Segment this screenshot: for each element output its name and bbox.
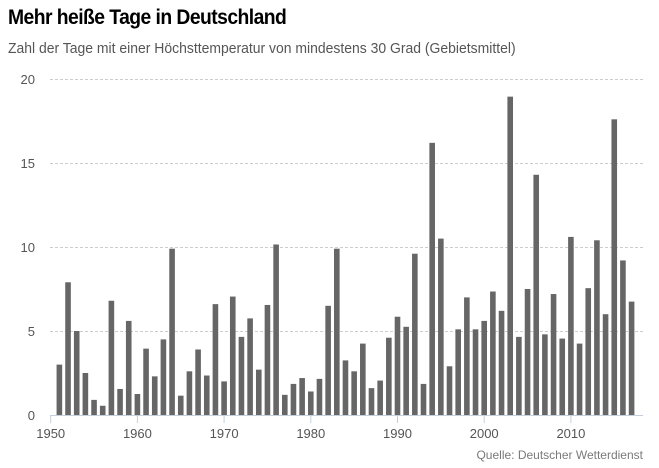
y-tick-label: 20 <box>21 72 35 87</box>
bar-2016 <box>620 260 626 415</box>
bars <box>56 96 635 415</box>
bar-1979 <box>299 378 305 415</box>
x-tick-label: 1980 <box>296 426 325 441</box>
x-tick-label: 1950 <box>36 426 65 441</box>
x-tick-label: 1970 <box>210 426 239 441</box>
bar-1977 <box>281 394 288 415</box>
bar-1958 <box>117 388 123 415</box>
bar-2001 <box>490 291 496 415</box>
bar-1951 <box>56 364 63 415</box>
bar-1976 <box>273 244 279 415</box>
bar-2002 <box>498 310 505 415</box>
bar-1966 <box>186 371 193 415</box>
bar-1986 <box>360 343 366 415</box>
bar-1989 <box>386 337 392 415</box>
bar-1991 <box>403 326 409 415</box>
bar-1984 <box>342 360 349 415</box>
bar-2003 <box>507 96 514 415</box>
chart-title: Mehr heiße Tage in Deutschland <box>8 6 287 29</box>
bar-1956 <box>99 405 106 415</box>
bar-1988 <box>377 380 383 415</box>
bar-1972 <box>238 336 245 415</box>
bar-1982 <box>325 305 331 415</box>
bar-1992 <box>412 253 418 415</box>
bar-1965 <box>177 395 184 415</box>
bar-1957 <box>108 300 115 415</box>
bar-2006 <box>533 174 540 415</box>
bar-1953 <box>73 331 80 415</box>
bar-1961 <box>143 348 149 415</box>
bar-1967 <box>195 349 201 415</box>
bar-1959 <box>125 320 132 415</box>
bar-1987 <box>368 388 375 415</box>
gridlines <box>50 79 643 332</box>
bar-1955 <box>91 399 97 415</box>
bar-1995 <box>438 238 444 415</box>
bar-1952 <box>65 282 71 415</box>
bar-1962 <box>151 376 158 415</box>
bar-1985 <box>351 371 357 415</box>
bar-1998 <box>464 297 470 415</box>
bar-1974 <box>255 369 262 415</box>
y-axis: 0 5 10 15 20 <box>21 72 35 423</box>
bar-1973 <box>247 318 253 415</box>
bar-1983 <box>334 248 340 415</box>
x-tick-label: 2010 <box>556 426 585 441</box>
bar-1975 <box>264 304 271 415</box>
x-tick-label: 1960 <box>123 426 152 441</box>
bar-1981 <box>316 378 323 415</box>
y-tick-label: 0 <box>28 408 35 423</box>
bar-1963 <box>160 339 167 415</box>
bar-1969 <box>212 304 219 415</box>
bar-2015 <box>611 119 618 415</box>
chart-subtitle: Zahl der Tage mit einer Höchsttemperatur… <box>8 40 516 57</box>
bar-2014 <box>602 314 609 415</box>
bar-1954 <box>82 373 89 415</box>
bar-2004 <box>516 336 522 415</box>
bar-2013 <box>594 240 600 415</box>
y-tick-label: 10 <box>21 240 35 255</box>
x-tick-label: 1990 <box>383 426 412 441</box>
bar-1970 <box>221 381 227 415</box>
bar-1964 <box>169 248 175 415</box>
bar-1971 <box>229 296 236 415</box>
bar-2010 <box>568 236 574 415</box>
bar-1994 <box>429 142 435 415</box>
bar-1968 <box>203 375 210 415</box>
bar-1997 <box>455 329 461 415</box>
bar-2011 <box>576 343 583 415</box>
bar-1999 <box>472 329 479 415</box>
bar-2005 <box>524 289 531 415</box>
x-tick-label: 2000 <box>470 426 499 441</box>
bar-2017 <box>628 301 635 415</box>
bar-2009 <box>559 338 566 415</box>
bar-2012 <box>585 288 592 415</box>
y-tick-label: 15 <box>21 156 35 171</box>
source-note: Quelle: Deutscher Wetterdienst <box>476 448 643 462</box>
bar-1993 <box>420 383 427 415</box>
bar-2008 <box>550 294 557 415</box>
y-tick-label: 5 <box>28 324 35 339</box>
bar-1960 <box>134 394 141 415</box>
bar-1978 <box>290 383 297 415</box>
bar-1980 <box>308 391 314 415</box>
bar-1990 <box>394 316 401 415</box>
bar-1996 <box>446 366 453 415</box>
x-axis: 1950 1960 1970 1980 1990 2000 2010 <box>36 415 643 441</box>
bar-2000 <box>481 320 487 415</box>
bar-2007 <box>542 334 548 415</box>
